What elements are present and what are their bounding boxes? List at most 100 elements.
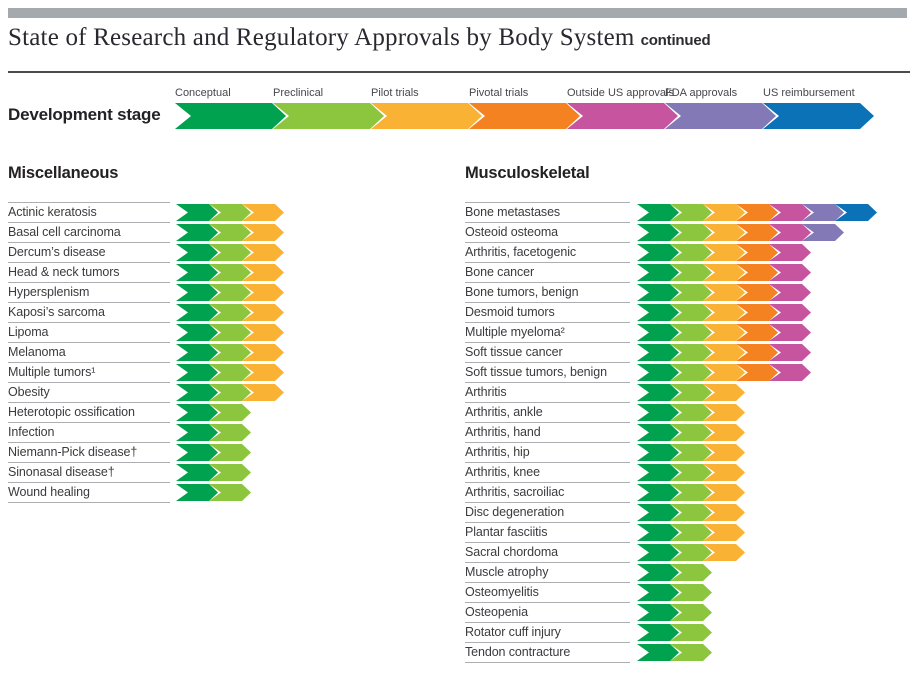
condition-label: Niemann-Pick disease†	[8, 445, 138, 459]
condition-label: Heterotopic ossification	[8, 405, 135, 419]
stage-arrow-preclinical	[209, 224, 251, 241]
legend-arrow-preclinical	[273, 103, 384, 129]
stage-bar	[637, 304, 919, 321]
stage-arrow-conceptual	[637, 384, 679, 401]
stage-arrow-preclinical	[670, 444, 712, 461]
stage-arrow-pilot-trials	[242, 204, 284, 221]
legend-stage-arrows	[175, 103, 874, 129]
stage-arrow-fda-approvals	[802, 224, 844, 241]
legend-arrow-us-reimbursement	[763, 103, 874, 129]
stage-arrow-pilot-trials	[242, 244, 284, 261]
condition-label: Multiple tumors¹	[8, 365, 96, 379]
condition-row: Infection	[8, 423, 251, 443]
condition-label: Tendon contracture	[465, 645, 571, 659]
stage-arrow-pilot-trials	[703, 284, 745, 301]
stage-arrow-pilot-trials	[242, 224, 284, 241]
stage-arrow-outside-us-approvals	[769, 204, 811, 221]
stage-arrow-preclinical	[209, 204, 251, 221]
condition-row: Wound healing	[8, 483, 251, 503]
condition-row: Heterotopic ossification	[8, 403, 251, 423]
stage-arrow-preclinical	[670, 324, 712, 341]
condition-row: Dercum’s disease	[8, 243, 284, 263]
stage-arrow-pilot-trials	[242, 384, 284, 401]
stage-bar	[637, 344, 919, 361]
condition-label: Arthritis, sacroiliac	[465, 485, 565, 499]
condition-label: Bone tumors, benign	[465, 285, 579, 299]
stage-bar	[176, 484, 596, 501]
stage-bar	[637, 604, 919, 621]
condition-label: Basal cell carcinoma	[8, 225, 121, 239]
legend-arrow-fda-approvals	[665, 103, 776, 129]
stage-arrow-pivotal-trials	[736, 364, 778, 381]
stage-arrow-preclinical	[209, 404, 251, 421]
stage-arrow-pivotal-trials	[736, 304, 778, 321]
stage-arrow-conceptual	[176, 264, 218, 281]
condition-label: Arthritis, ankle	[465, 405, 543, 419]
condition-row: Sinonasal disease†	[8, 463, 251, 483]
stage-arrow-pilot-trials	[242, 364, 284, 381]
stage-arrow-pivotal-trials	[736, 224, 778, 241]
stage-arrow-pilot-trials	[703, 344, 745, 361]
stage-arrow-preclinical	[670, 384, 712, 401]
condition-label: Multiple myeloma²	[465, 325, 565, 339]
stage-arrow-pilot-trials	[703, 224, 745, 241]
stage-arrow-outside-us-approvals	[769, 284, 811, 301]
section-miscellaneous: Miscellaneous Actinic keratosis Basal cel…	[8, 164, 458, 503]
stage-arrow-conceptual	[637, 304, 679, 321]
stage-arrow-outside-us-approvals	[769, 364, 811, 381]
stage-arrow-pilot-trials	[703, 364, 745, 381]
condition-label: Desmoid tumors	[465, 305, 555, 319]
stage-arrow-conceptual	[176, 364, 218, 381]
legend-arrow-conceptual	[175, 103, 286, 129]
stage-bar	[176, 264, 596, 281]
stage-arrow-preclinical	[670, 644, 712, 661]
stage-arrow-conceptual	[637, 604, 679, 621]
stage-arrow-pivotal-trials	[736, 284, 778, 301]
legend-arrow-pilot-trials	[371, 103, 482, 129]
stage-arrow-conceptual	[176, 424, 218, 441]
stage-arrow-conceptual	[637, 244, 679, 261]
condition-row: Head & neck tumors	[8, 263, 284, 283]
stage-bar	[637, 244, 919, 261]
stage-bar	[637, 544, 919, 561]
condition-row: Soft tissue tumors, benign	[465, 363, 811, 383]
stage-arrow-preclinical	[209, 324, 251, 341]
legend-arrow-pivotal-trials	[469, 103, 580, 129]
condition-row: Lipoma	[8, 323, 284, 343]
stage-bar	[637, 264, 919, 281]
condition-label: Melanoma	[8, 345, 66, 359]
stage-bar	[176, 344, 596, 361]
stage-bar	[637, 644, 919, 661]
top-accent-bar	[8, 8, 907, 18]
stage-arrow-pilot-trials	[703, 544, 745, 561]
condition-label: Arthritis, hand	[465, 425, 541, 439]
stage-arrow-preclinical	[670, 204, 712, 221]
stage-bar	[176, 424, 596, 441]
condition-row: Sacral chordoma	[465, 543, 745, 563]
stage-arrow-preclinical	[670, 564, 712, 581]
condition-row: Osteomyelitis	[465, 583, 712, 603]
stage-arrow-outside-us-approvals	[769, 224, 811, 241]
stage-bar	[637, 204, 919, 221]
stage-arrow-conceptual	[637, 224, 679, 241]
stage-arrow-conceptual	[176, 244, 218, 261]
stage-arrow-pilot-trials	[242, 324, 284, 341]
stage-arrow-preclinical	[670, 504, 712, 521]
condition-row: Arthritis, facetogenic	[465, 243, 811, 263]
stage-arrow-preclinical	[670, 404, 712, 421]
condition-label: Head & neck tumors	[8, 265, 120, 279]
condition-row: Bone tumors, benign	[465, 283, 811, 303]
stage-arrow-conceptual	[637, 524, 679, 541]
condition-label: Rotator cuff injury	[465, 625, 561, 639]
stage-arrow-conceptual	[637, 544, 679, 561]
condition-row: Arthritis, knee	[465, 463, 745, 483]
condition-label: Infection	[8, 425, 55, 439]
condition-label: Arthritis, knee	[465, 465, 540, 479]
stage-bar	[176, 464, 596, 481]
stage-arrow-preclinical	[670, 604, 712, 621]
condition-label: Muscle atrophy	[465, 565, 549, 579]
condition-label: Osteoid osteoma	[465, 225, 558, 239]
condition-row: Actinic keratosis	[8, 203, 284, 223]
stage-arrow-conceptual	[637, 584, 679, 601]
